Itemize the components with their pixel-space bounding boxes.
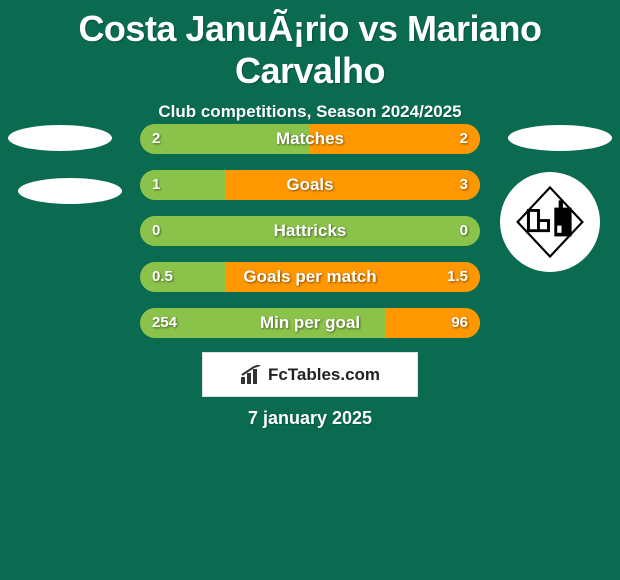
brand-chart-icon — [240, 365, 262, 385]
subtitle: Club competitions, Season 2024/2025 — [0, 102, 620, 122]
brand-box[interactable]: FcTables.com — [202, 352, 418, 397]
club-logo-right-1 — [508, 125, 612, 151]
club-logo-left-1 — [8, 125, 112, 151]
club-logo-left-2 — [18, 178, 122, 204]
bar-row: 0.51.5Goals per match — [140, 262, 480, 292]
page-title: Costa JanuÃ¡rio vs Mariano Carvalho — [0, 0, 620, 92]
bar-row: 00Hattricks — [140, 216, 480, 246]
bar-label: Min per goal — [140, 308, 480, 338]
brand-text: FcTables.com — [268, 365, 380, 385]
club-logo-right-2 — [500, 172, 600, 272]
bar-row: 22Matches — [140, 124, 480, 154]
bar-row: 25496Min per goal — [140, 308, 480, 338]
club-badge-icon — [514, 186, 586, 258]
bar-label: Goals per match — [140, 262, 480, 292]
bar-label: Goals — [140, 170, 480, 200]
bar-row: 13Goals — [140, 170, 480, 200]
comparison-card: Costa JanuÃ¡rio vs Mariano Carvalho Club… — [0, 0, 620, 580]
comparison-bars: 22Matches 13Goals 00Hattricks 0.51.5Goals p… — [140, 124, 480, 354]
bar-label: Matches — [140, 124, 480, 154]
bar-label: Hattricks — [140, 216, 480, 246]
date-text: 7 january 2025 — [0, 408, 620, 429]
